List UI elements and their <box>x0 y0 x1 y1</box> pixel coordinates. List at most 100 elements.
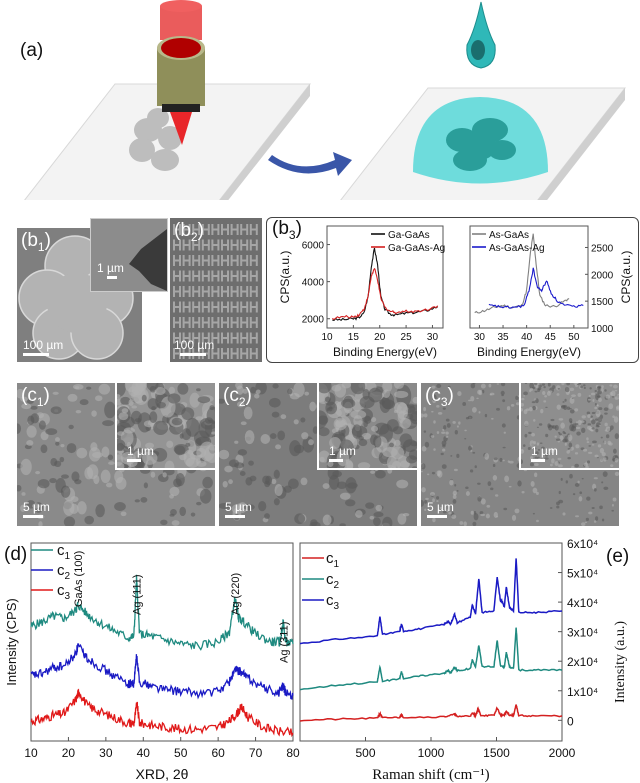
panel-c1-label: (c1) <box>21 385 50 409</box>
series-line-Ga-GaAs-Ag <box>332 267 439 321</box>
x-tick-label: 500 <box>355 746 375 760</box>
scale-bar-main: 5 µm <box>23 500 50 518</box>
y-axis-label: CPS(a.u.) <box>619 251 633 304</box>
scale-bar-b1-inset: 1 µm <box>97 261 124 279</box>
x-tick-label: 15 <box>348 332 360 343</box>
series-line-c1 <box>299 704 563 722</box>
chart-e-raman: 500 1000 1500 2000 0 1x10⁴ 2x10⁴ 3x10⁴ 4x10⁴ 5x10… <box>299 537 628 783</box>
process-arrow-icon <box>268 152 352 176</box>
panel-a-illustration <box>24 0 627 200</box>
raman-chart: 500 1000 1500 2000 0 1x10⁴ 2x10⁴ 3x10⁴ 4x10⁴ 5x10… <box>299 537 628 783</box>
label-text: (c <box>223 385 239 406</box>
sem-image-b2: (b2) 100 µm <box>170 218 262 362</box>
flower-pattern-submerged <box>446 118 516 171</box>
scale-bar-inset: 1 µm <box>329 444 356 462</box>
label-close: ) <box>43 385 50 406</box>
xrd-chart: 10 20 30 40 50 60 70 80 XRD, 2θ Intensity (CPS) c1… <box>4 542 300 782</box>
legend-sub: 3 <box>334 601 340 612</box>
y-tick-label: 4x10⁴ <box>567 596 598 610</box>
label-close: ) <box>197 220 204 241</box>
x-tick-label: 30 <box>427 332 439 343</box>
chart-b3-as: 30 35 40 45 50 1000 1500 2000 2500 Binding Energy… <box>469 225 633 359</box>
scale-text: 5 µm <box>427 500 454 514</box>
legend-label: Ga-GaAs-Ag <box>388 243 445 254</box>
legend-sub: 1 <box>65 551 71 562</box>
label-text: (b <box>272 218 289 239</box>
panel-b1-label: (b1) <box>21 230 51 254</box>
y-tick-label: 2x10⁴ <box>567 655 598 669</box>
peak-annotation: Ag (111) <box>132 574 144 615</box>
x-tick-label: 20 <box>374 332 386 343</box>
label-sub: 3 <box>288 227 296 242</box>
peak-annotation: GaAs (100) <box>73 551 85 607</box>
label-text: (c <box>21 385 37 406</box>
scale-bar-inset: 1 µm <box>127 444 154 462</box>
y-tick-label: 1x10⁴ <box>567 685 598 699</box>
x-tick-label: 10 <box>321 332 333 343</box>
y-tick-label: 5x10⁴ <box>567 567 598 581</box>
series-line-c1 <box>30 574 294 651</box>
x-tick-label: 1000 <box>418 746 445 760</box>
x-tick-label: 2000 <box>549 746 576 760</box>
label-sub: 2 <box>238 394 246 409</box>
series-line-c2 <box>30 643 294 700</box>
x-tick-label: 80 <box>286 746 300 760</box>
panel-b2-label: (b2) <box>174 220 204 244</box>
scale-bar-inset: 1 µm <box>531 444 558 462</box>
scale-text: 100 µm <box>23 338 64 352</box>
plot-frame <box>30 542 294 742</box>
label-sub: 3 <box>440 394 448 409</box>
y-tick-label: 6000 <box>302 241 325 252</box>
y-axis-label: Intensity (CPS) <box>4 598 19 685</box>
series-line-c3 <box>30 688 294 738</box>
y-tick-label: 1500 <box>591 297 614 308</box>
legend-sub: 2 <box>65 571 71 582</box>
legend-label: As-GaAs <box>489 230 529 241</box>
label-close: ) <box>245 385 252 406</box>
panel-b3-label: (b3) <box>272 218 302 242</box>
x-tick-label: 40 <box>137 746 151 760</box>
legend-label: c3 <box>326 592 340 612</box>
x-tick-label: 35 <box>497 332 509 343</box>
sem-image-c3: 1 µm (c3) 5 µm <box>421 383 619 526</box>
x-axis-label: XRD, 2θ <box>136 766 189 782</box>
scale-text: 100 µm <box>174 338 215 352</box>
legend-label: c3 <box>57 582 71 602</box>
sem-inset: 1 µm <box>519 383 619 470</box>
label-text: (b <box>174 220 191 241</box>
scale-bar-b1: 100 µm <box>23 338 63 356</box>
x-tick-label: 70 <box>249 746 263 760</box>
x-tick-label: 50 <box>174 746 188 760</box>
scale-text: 1 µm <box>531 444 558 458</box>
panel-e-label: (e) <box>606 546 630 567</box>
x-axis-label: Binding Energy(eV) <box>333 345 437 359</box>
legend-label: As-GaAs-Ag <box>489 243 545 254</box>
x-tick-label: 30 <box>99 746 113 760</box>
x-tick-label: 25 <box>401 332 413 343</box>
legend-sub: 3 <box>65 591 71 602</box>
plot-frame <box>299 542 563 742</box>
label-close: ) <box>447 385 454 406</box>
flower-pattern-shadow <box>129 108 182 171</box>
legend-sub: 1 <box>334 559 340 570</box>
y-tick-label: 6x10⁴ <box>567 537 598 551</box>
y-axis-label: Intensity (a.u.) <box>613 621 628 703</box>
x-axis-label: Binding Energy(eV) <box>477 345 581 359</box>
sem-inset: 1 µm <box>115 383 215 470</box>
sem-image-c1: 1 µm (c1) 5 µm <box>17 383 215 526</box>
inset-texture <box>319 383 417 468</box>
scale-bar-main: 5 µm <box>427 500 454 518</box>
panel-a-label: (a) <box>20 40 44 61</box>
sem-image-c2: 1 µm (c2) 5 µm <box>219 383 417 526</box>
panel-d-label: (d) <box>4 544 28 565</box>
label-sub: 1 <box>36 394 44 409</box>
y-tick-label: 0 <box>567 714 574 728</box>
x-tick-label: 20 <box>62 746 76 760</box>
scale-text: 5 µm <box>225 500 252 514</box>
y-tick-label: 4000 <box>302 278 325 289</box>
legend-label: c1 <box>57 542 71 562</box>
xps-panel-b3: (b3) 10 15 20 25 30 2000 4000 6000 Binding Energ… <box>266 217 639 363</box>
legend-label: c1 <box>326 550 340 570</box>
x-tick-label: 45 <box>545 332 557 343</box>
series-line-c2 <box>299 627 563 691</box>
